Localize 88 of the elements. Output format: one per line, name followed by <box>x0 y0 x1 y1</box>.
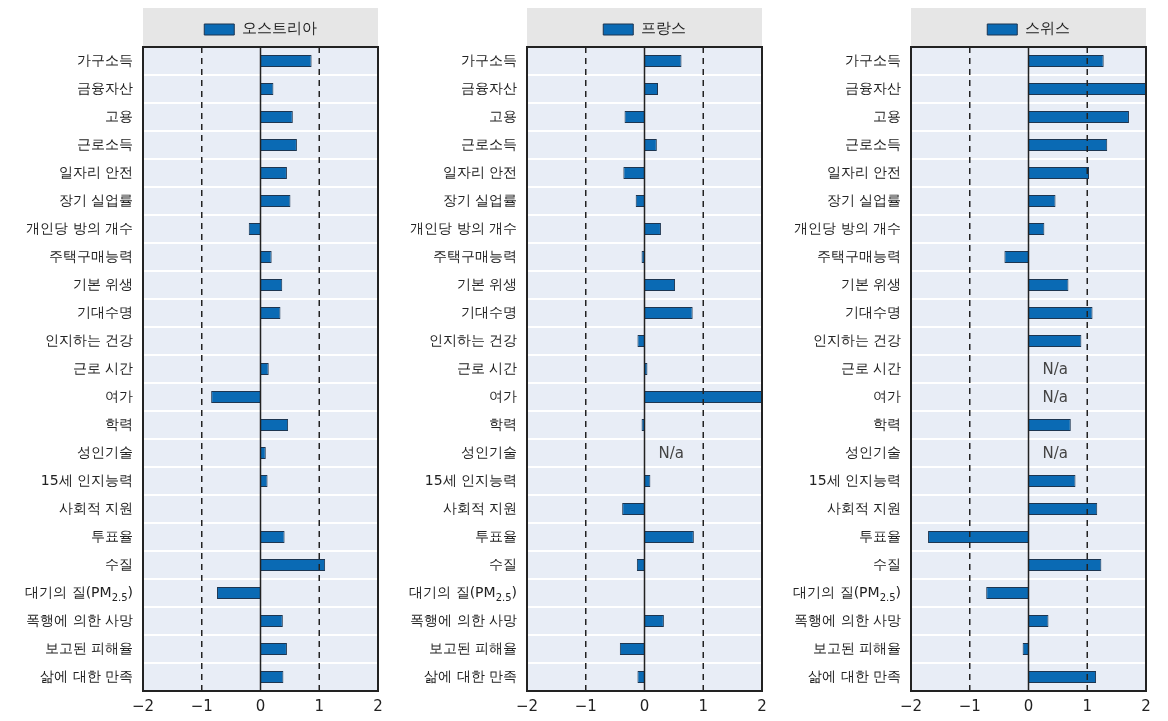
y-tick-label: 삶에 대한 만족 <box>424 667 518 684</box>
y-tick-label: 금융자산 <box>461 79 517 96</box>
legend-label: 오스트리아 <box>241 19 317 38</box>
y-tick-label: 금융자산 <box>77 79 133 96</box>
y-tick-label: 주택구매능력 <box>49 247 133 264</box>
y-tick-label: 여가 <box>873 387 901 404</box>
y-tick-label: 투표율 <box>859 527 901 544</box>
y-tick-label: 일자리 안전 <box>58 163 133 180</box>
y-tick-label: 고용 <box>873 107 901 124</box>
y-tick-label: 기본 위생 <box>456 275 517 292</box>
y-tick-label: 폭행에 의한 사망 <box>410 611 518 628</box>
x-tick-label: −2 <box>515 697 539 716</box>
x-tick-label: 1 <box>1082 697 1093 716</box>
y-tick-label: 가구소득 <box>461 51 517 68</box>
y-tick-label: 근로소득 <box>461 135 517 152</box>
y-tick-label: 인지하는 건강 <box>428 331 517 348</box>
y-tick-label: 개인당 방의 개수 <box>26 219 134 236</box>
y-tick-label: 기대수명 <box>845 303 901 320</box>
x-tick-label: −1 <box>958 697 981 716</box>
y-tick-label: 근로 시간 <box>840 359 901 376</box>
y-tick-label: 성인기술 <box>461 443 517 460</box>
y-tick-label: 금융자산 <box>845 79 901 96</box>
y-tick-label: 투표율 <box>91 527 133 544</box>
y-tick-label: 성인기술 <box>77 443 133 460</box>
y-tick-label: 개인당 방의 개수 <box>794 219 902 236</box>
y-tick-label: 폭행에 의한 사망 <box>26 611 134 628</box>
text: N/a <box>1042 443 1068 462</box>
y-tick-label: 인지하는 건강 <box>812 331 901 348</box>
y-tick-label: 투표율 <box>475 527 517 544</box>
y-tick-label: 학력 <box>489 415 517 432</box>
y-tick-label: 가구소득 <box>845 51 901 68</box>
y-tick-label: 학력 <box>873 415 901 432</box>
y-tick-label: 15세 인지능력 <box>40 471 133 488</box>
y-tick-label: 장기 실업률 <box>442 191 517 208</box>
y-tick-label: 수질 <box>489 555 517 572</box>
x-tick-label: −1 <box>574 697 597 716</box>
legend-label: 스위스 <box>1024 19 1070 38</box>
y-tick-label: 보고된 피해율 <box>812 639 901 656</box>
text: N/a <box>1042 359 1068 378</box>
y-tick-label: 장기 실업률 <box>826 191 901 208</box>
y-tick-label: 15세 인지능력 <box>424 471 517 488</box>
y-tick-label: 보고된 피해율 <box>428 639 517 656</box>
y-tick-label: 일자리 안전 <box>442 163 517 180</box>
y-tick-label: 기본 위생 <box>840 275 901 292</box>
x-tick-label: 1 <box>698 697 709 716</box>
y-tick-label: 근로 시간 <box>72 359 133 376</box>
x-tick-label: 2 <box>757 697 767 716</box>
text: N/a <box>1042 387 1068 406</box>
y-tick-label: 장기 실업률 <box>58 191 133 208</box>
x-tick-label: 0 <box>639 697 650 716</box>
y-tick-label: 근로소득 <box>77 135 133 152</box>
y-tick-label: 기본 위생 <box>72 275 133 292</box>
y-tick-label: 학력 <box>105 415 133 432</box>
y-tick-label: 근로소득 <box>845 135 901 152</box>
x-tick-label: 0 <box>1023 697 1034 716</box>
x-tick-label: 2 <box>373 697 383 716</box>
y-tick-label: 사회적 지원 <box>826 499 901 516</box>
x-tick-label: −2 <box>131 697 155 716</box>
y-tick-label: 근로 시간 <box>456 359 517 376</box>
y-tick-label: 삶에 대한 만족 <box>808 667 902 684</box>
y-tick-label: 일자리 안전 <box>826 163 901 180</box>
y-tick-label: 기대수명 <box>77 303 133 320</box>
x-tick-label: 1 <box>314 697 325 716</box>
y-tick-label: 폭행에 의한 사망 <box>794 611 902 628</box>
text: N/a <box>658 443 684 462</box>
y-tick-label: 개인당 방의 개수 <box>410 219 518 236</box>
x-tick-label: −1 <box>190 697 213 716</box>
x-tick-label: −2 <box>899 697 923 716</box>
y-tick-label: 인지하는 건강 <box>44 331 133 348</box>
y-tick-label: 보고된 피해율 <box>44 639 133 656</box>
y-tick-label: 수질 <box>105 555 133 572</box>
y-tick-label: 고용 <box>489 107 517 124</box>
x-tick-label: 0 <box>255 697 266 716</box>
y-tick-label: 삶에 대한 만족 <box>40 667 134 684</box>
y-tick-label: 15세 인지능력 <box>808 471 901 488</box>
y-tick-label: 성인기술 <box>845 443 901 460</box>
y-tick-label: 사회적 지원 <box>442 499 517 516</box>
y-tick-label: 주택구매능력 <box>817 247 901 264</box>
y-tick-label: 수질 <box>873 555 901 572</box>
y-tick-label: 가구소득 <box>77 51 133 68</box>
y-tick-label: 사회적 지원 <box>58 499 133 516</box>
y-tick-label: 주택구매능력 <box>433 247 517 264</box>
y-tick-label: 고용 <box>105 107 133 124</box>
x-tick-label: 2 <box>1141 697 1151 716</box>
y-tick-label: 여가 <box>489 387 517 404</box>
y-tick-label: 여가 <box>105 387 133 404</box>
legend-label: 프랑스 <box>640 19 686 38</box>
y-tick-label: 기대수명 <box>461 303 517 320</box>
